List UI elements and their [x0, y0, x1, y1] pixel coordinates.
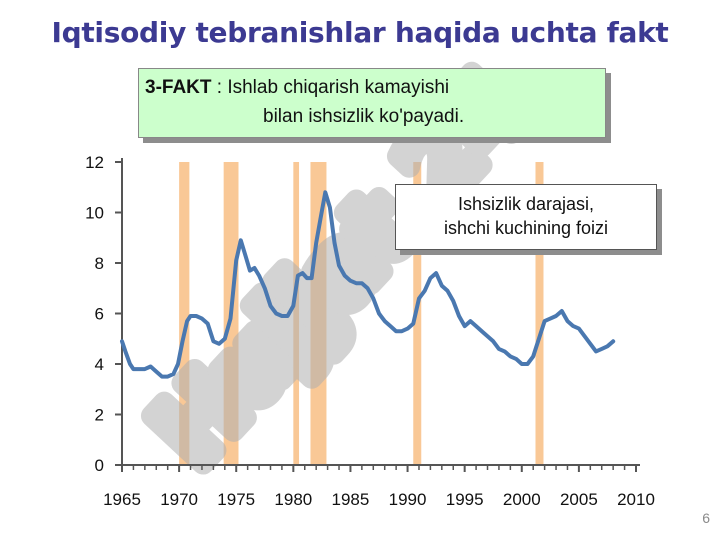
recession-bar-5: [535, 162, 544, 465]
legend-line-1: Ishsizlik darajasi,: [457, 194, 595, 214]
fact-box: 3-FAKT : Ishlab chiqarish kamayishi bila…: [138, 68, 606, 138]
x-tick-label-1980: 1980: [274, 490, 312, 509]
y-tick-label-10: 10: [85, 204, 104, 223]
fact-label: 3-FAKT: [145, 77, 212, 98]
x-tick-label-1965: 1965: [103, 490, 141, 509]
x-tick-label-2005: 2005: [560, 490, 598, 509]
recession-bar-0: [179, 162, 190, 465]
recession-bar-2: [293, 162, 300, 465]
y-tick-label-6: 6: [95, 305, 104, 324]
x-tick-label-1985: 1985: [332, 490, 370, 509]
fact-text-2: bilan ishsizlik ko'payadi.: [263, 106, 465, 127]
y-tick-label-0: 0: [95, 456, 104, 475]
page-title: Iqtisodiy tebranishlar haqida uchta fakt: [51, 16, 669, 49]
x-tick-label-1975: 1975: [217, 490, 255, 509]
series-line-0: [120, 190, 616, 379]
axes: 0 2 4 6 8 10 12 1965 1970 1975 1980 1985 1990 1995 200…: [85, 153, 655, 509]
x-tick-label-1970: 1970: [160, 490, 198, 509]
x-tick-label-2010: 2010: [617, 490, 655, 509]
legend-box: Ishsizlik darajasi, ishchi kuchining foi…: [395, 184, 657, 250]
fact-line-1: 3-FAKT : Ishlab chiqarish kamayishi: [145, 77, 449, 99]
series-group: [120, 190, 616, 379]
x-tick-label-1990: 1990: [389, 490, 427, 509]
y-tick-label-8: 8: [95, 254, 104, 273]
y-tick-label-2: 2: [95, 406, 104, 425]
legend-line-2: ishchi kuchining foizi: [443, 218, 609, 238]
slide-number: 6: [702, 510, 710, 526]
x-tick-label-2000: 2000: [503, 490, 541, 509]
fact-text-1: : Ishlab chiqarish kamayishi: [211, 77, 450, 98]
y-tick-label-12: 12: [85, 153, 104, 172]
y-tick-label-4: 4: [95, 355, 104, 374]
recession-bar-3: [310, 162, 327, 465]
x-tick-label-1995: 1995: [446, 490, 484, 509]
